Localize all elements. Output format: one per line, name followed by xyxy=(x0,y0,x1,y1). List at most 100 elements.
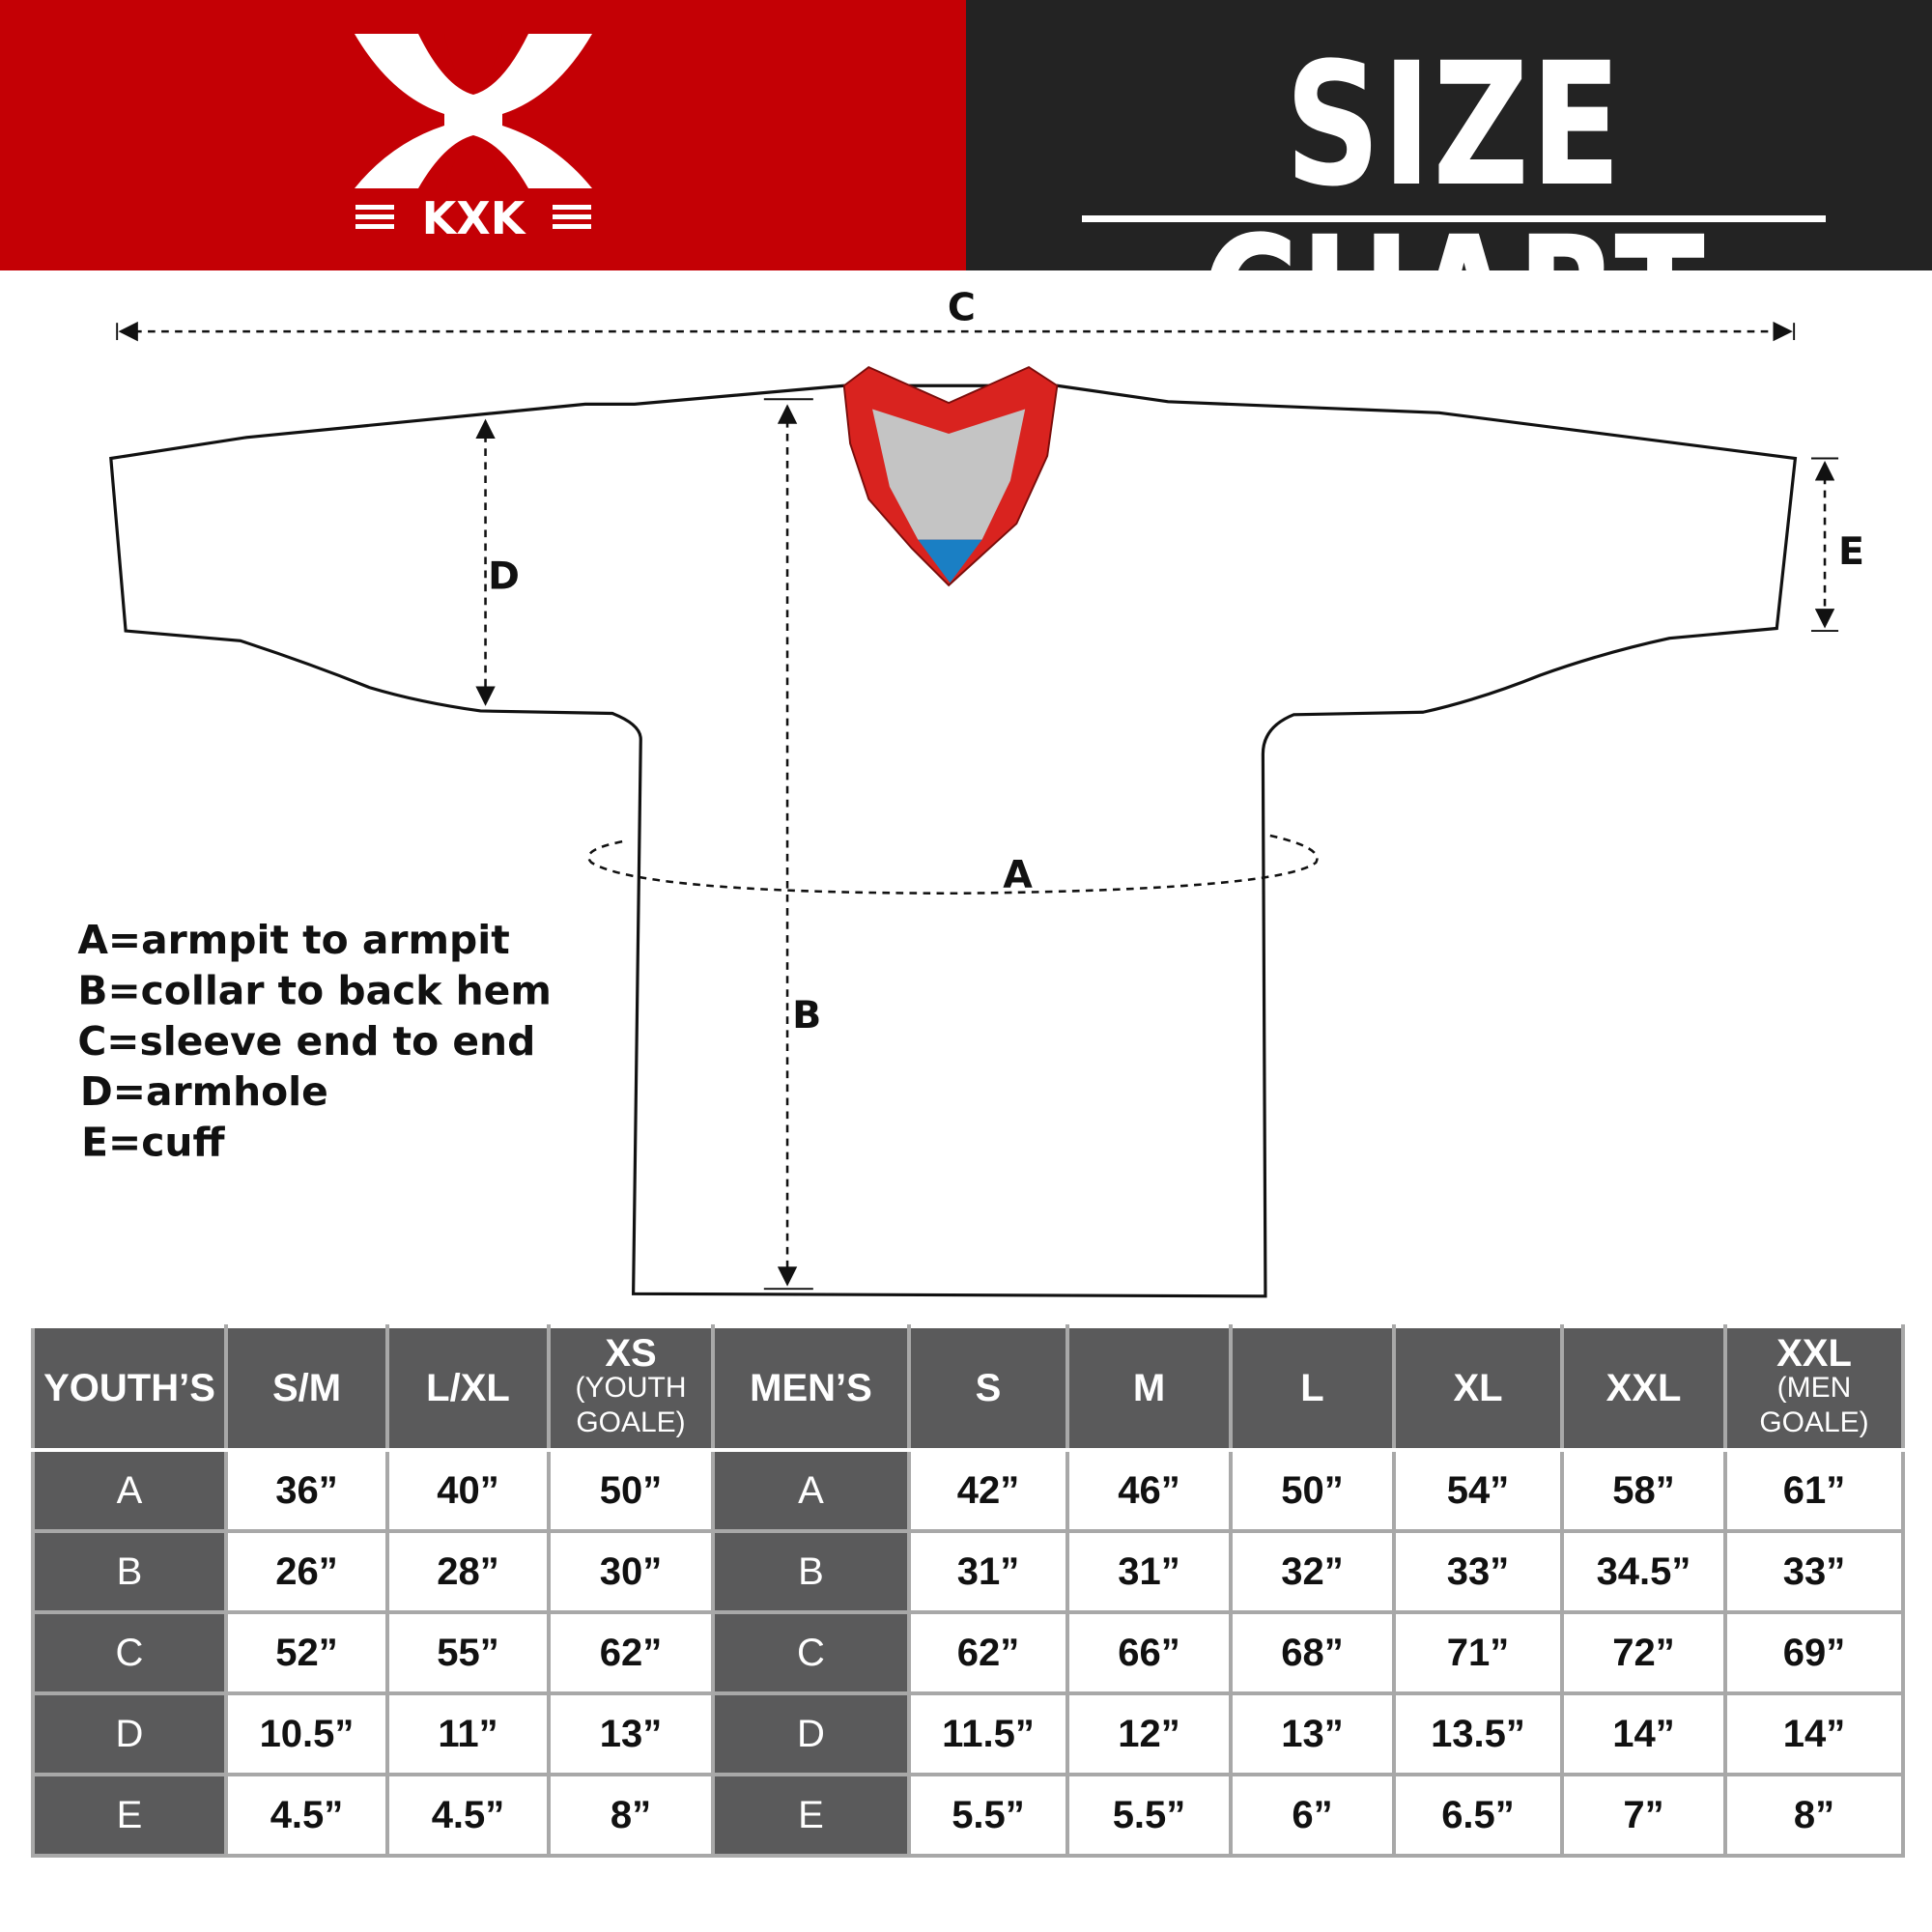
measurement-cell: 55” xyxy=(385,1610,551,1695)
measurement-cell: 13.5” xyxy=(1392,1691,1564,1776)
logo-wordmark: KXK xyxy=(422,192,527,242)
measurement-cell: 46” xyxy=(1065,1448,1233,1533)
page-title: SIZE CHART xyxy=(1201,26,1707,398)
measurement-cell: 52” xyxy=(224,1610,389,1695)
column-header-label: XXL xyxy=(1776,1332,1852,1375)
measurement-cell: 32” xyxy=(1229,1529,1396,1614)
label-d: D xyxy=(488,554,520,599)
table-row: C 52” 55” 62” C 62” 66” 68” 71” 72” 69” xyxy=(31,1610,1905,1695)
column-header-label: YOUTH’S xyxy=(43,1367,215,1409)
measurement-cell: 12” xyxy=(1065,1691,1233,1776)
row-label: A xyxy=(711,1448,911,1533)
legend-item: E=cuff xyxy=(81,1119,225,1165)
measurement-cell: 4.5” xyxy=(224,1773,389,1858)
collar-inner xyxy=(872,409,1026,540)
column-header-label: XS xyxy=(605,1332,657,1375)
column-header-label: L/XL xyxy=(426,1367,510,1409)
column-header-label: S/M xyxy=(271,1367,342,1409)
row-label: B xyxy=(31,1529,228,1614)
measurement-cell: 14” xyxy=(1723,1691,1905,1776)
title-banner xyxy=(966,0,1932,270)
column-header: YOUTH’S xyxy=(31,1324,228,1452)
measurement-cell: 31” xyxy=(907,1529,1069,1614)
column-header: MEN’S xyxy=(711,1324,911,1452)
row-label: C xyxy=(31,1610,228,1695)
measurement-cell: 69” xyxy=(1723,1610,1905,1695)
collar-blue-insert xyxy=(918,539,982,583)
measurement-cell: 33” xyxy=(1723,1529,1905,1614)
measurement-cell: 13” xyxy=(547,1691,715,1776)
column-header: L/XL xyxy=(385,1324,551,1452)
measurement-cell: 10.5” xyxy=(224,1691,389,1776)
measurement-cell: 50” xyxy=(547,1448,715,1533)
measurement-cell: 6.5” xyxy=(1392,1773,1564,1858)
row-label: C xyxy=(711,1610,911,1695)
table-row: A 36” 40” 50” A 42” 46” 50” 54” 58” 61” xyxy=(31,1448,1905,1533)
label-b: B xyxy=(792,993,821,1037)
column-header-sublabel: (YOUTH GOALE) xyxy=(575,1372,687,1438)
column-header-label: XXL xyxy=(1605,1367,1682,1409)
measurement-cell: 6” xyxy=(1229,1773,1396,1858)
column-header: L xyxy=(1229,1324,1396,1452)
measurement-cell: 58” xyxy=(1560,1448,1727,1533)
column-header: S/M xyxy=(224,1324,389,1452)
column-header-label: L xyxy=(1300,1367,1324,1409)
row-label: B xyxy=(711,1529,911,1614)
measurement-cell: 14” xyxy=(1560,1691,1727,1776)
row-label: A xyxy=(31,1448,228,1533)
measurement-cell: 4.5” xyxy=(385,1773,551,1858)
legend-item: C=sleeve end to end xyxy=(77,1018,535,1065)
measurement-cell: 28” xyxy=(385,1529,551,1614)
column-header-label: M xyxy=(1132,1367,1166,1409)
column-header: XS (YOUTH GOALE) xyxy=(547,1324,715,1452)
measurement-cell: 8” xyxy=(547,1773,715,1858)
table-row: E 4.5” 4.5” 8” E 5.5” 5.5” 6” 6.5” 7” 8” xyxy=(31,1773,1905,1858)
measurement-cell: 13” xyxy=(1229,1691,1396,1776)
column-header-label: S xyxy=(975,1367,1002,1409)
measurement-cell: 54” xyxy=(1392,1448,1564,1533)
kxk-logo: KXK xyxy=(355,34,592,242)
measurement-cell: 11” xyxy=(385,1691,551,1776)
measurement-cell: 7” xyxy=(1560,1773,1727,1858)
column-header-label: XL xyxy=(1453,1367,1503,1409)
column-header-sublabel: (MEN GOALE) xyxy=(1759,1372,1869,1438)
title-underline xyxy=(1082,215,1826,222)
measurement-cell: 40” xyxy=(385,1448,551,1533)
measurement-cell: 8” xyxy=(1723,1773,1905,1858)
column-header: S xyxy=(907,1324,1069,1452)
measurement-cell: 62” xyxy=(907,1610,1069,1695)
table-header-row: YOUTH’S S/M L/XL XS (YOUTH GOALE) MEN’S S M L XL X… xyxy=(31,1324,1905,1452)
table-row: B 26” 28” 30” B 31” 31” 32” 33” 34.5” 33” xyxy=(31,1529,1905,1614)
measurement-cell: 71” xyxy=(1392,1610,1564,1695)
jersey-outline xyxy=(109,384,1798,1298)
measurement-cell: 26” xyxy=(224,1529,389,1614)
row-label: E xyxy=(711,1773,911,1858)
column-header-label: MEN’S xyxy=(750,1367,872,1409)
label-a: A xyxy=(1003,852,1033,896)
column-header: XXL (MEN GOALE) xyxy=(1723,1324,1905,1452)
measurement-cell: 5.5” xyxy=(1065,1773,1233,1858)
measurement-cell: 42” xyxy=(907,1448,1069,1533)
dimension-a-loop xyxy=(587,834,1319,895)
measurement-cell: 31” xyxy=(1065,1529,1233,1614)
measurement-cell: 68” xyxy=(1229,1610,1396,1695)
row-label: D xyxy=(711,1691,911,1776)
measurement-cell: 5.5” xyxy=(907,1773,1069,1858)
legend-item: B=collar to back hem xyxy=(77,968,552,1014)
label-e: E xyxy=(1838,529,1864,574)
size-table: YOUTH’S S/M L/XL XS (YOUTH GOALE) MEN’S S M L XL X… xyxy=(31,1324,1905,1858)
measurement-cell: 34.5” xyxy=(1560,1529,1727,1614)
measurement-legend: A=armpit to armpit B=collar to back hem … xyxy=(77,917,552,1165)
measurement-cell: 66” xyxy=(1065,1610,1233,1695)
measurement-cell: 30” xyxy=(547,1529,715,1614)
legend-item: D=armhole xyxy=(80,1068,328,1115)
measurement-cell: 33” xyxy=(1392,1529,1564,1614)
measurement-cell: 50” xyxy=(1229,1448,1396,1533)
column-header: XL xyxy=(1392,1324,1564,1452)
measurement-cell: 72” xyxy=(1560,1610,1727,1695)
label-c: C xyxy=(948,286,976,330)
column-header: M xyxy=(1065,1324,1233,1452)
measurement-cell: 61” xyxy=(1723,1448,1905,1533)
